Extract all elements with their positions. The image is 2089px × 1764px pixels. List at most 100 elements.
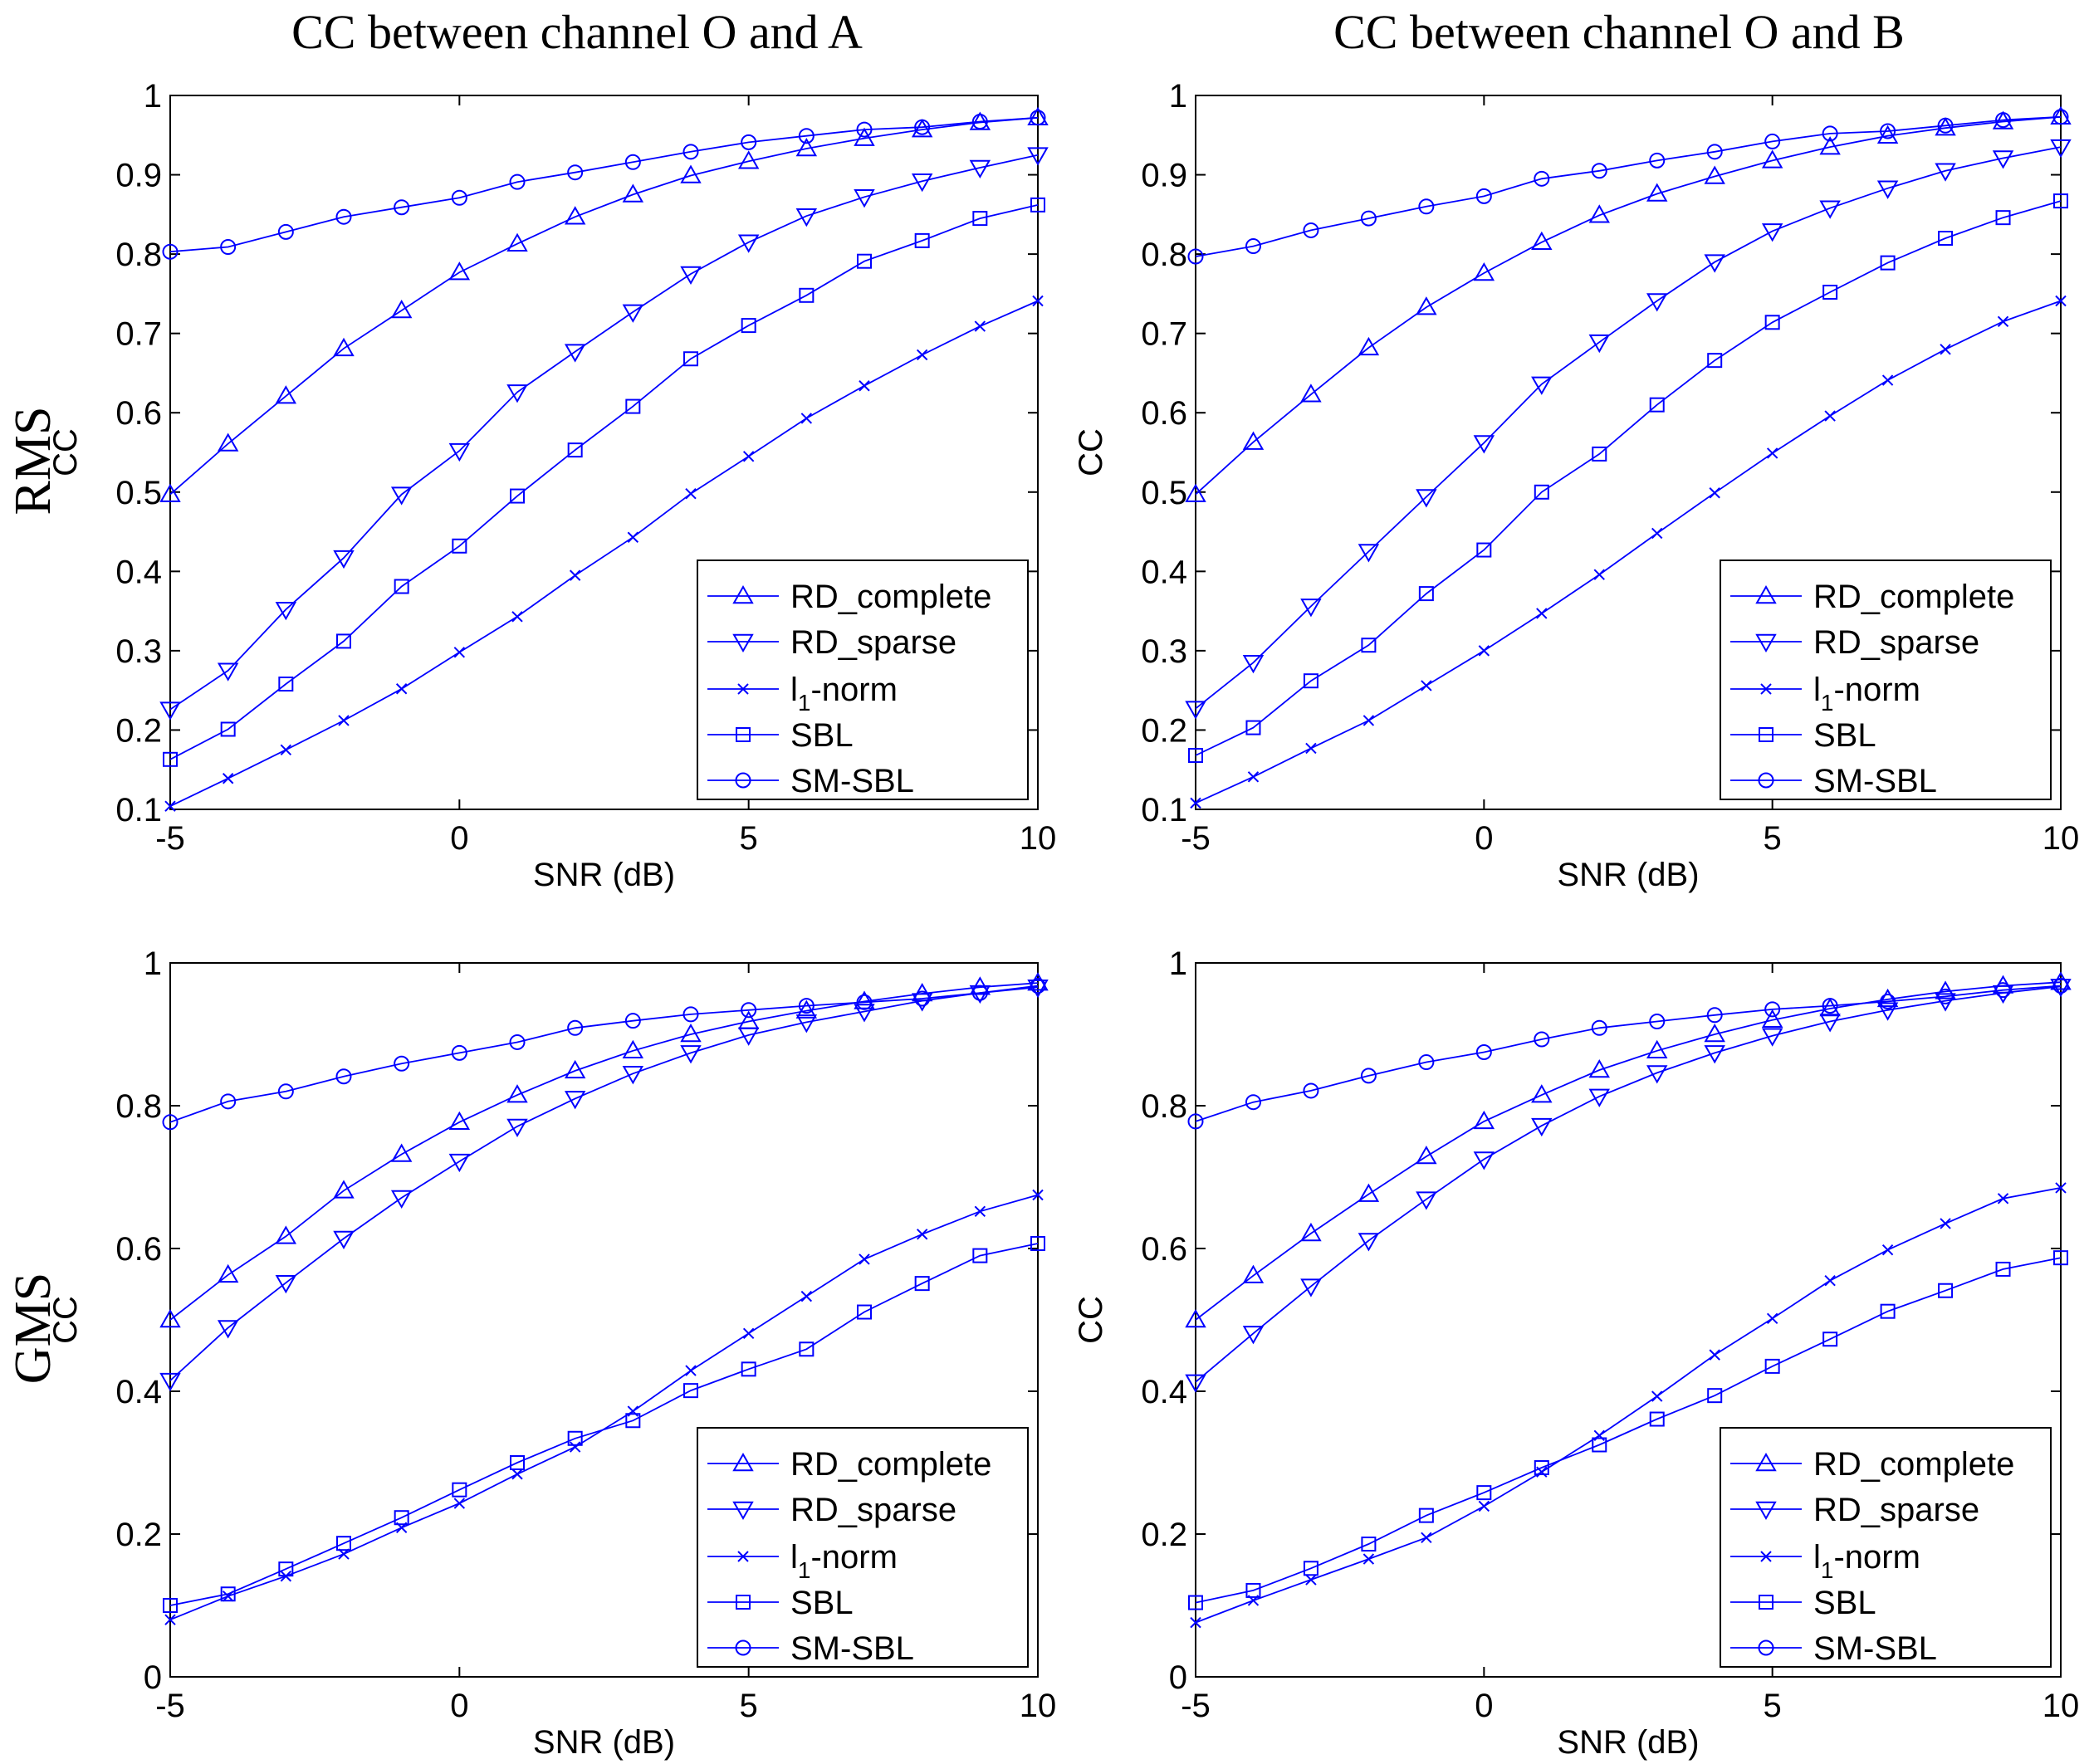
legend-swatch-marker <box>736 727 751 742</box>
data-point-marker <box>680 164 702 183</box>
data-point-marker <box>625 1413 641 1429</box>
data-point-marker <box>390 1190 413 1209</box>
data-point-marker <box>916 1229 928 1240</box>
data-point-marker <box>857 1304 872 1320</box>
legend-label-l1-subscript: 1 <box>1821 1557 1834 1583</box>
data-point-marker <box>737 1027 760 1046</box>
legend-swatch-marker <box>732 584 754 604</box>
data-point-marker <box>795 999 818 1019</box>
legend-swatch-marker <box>735 772 751 789</box>
y-tick-label: 1 <box>1169 946 1187 982</box>
legend-swatch-marker <box>1760 683 1772 695</box>
data-point-marker <box>742 1327 755 1340</box>
legend-label-rd-complete: RD_complete <box>1813 1446 2014 1483</box>
data-point-marker <box>624 154 641 170</box>
data-point-marker <box>1761 1009 1783 1029</box>
data-point-marker <box>1822 284 1838 300</box>
data-point-marker <box>1303 1561 1318 1576</box>
data-point-marker <box>564 344 586 363</box>
data-point-marker <box>799 1341 815 1357</box>
data-point-marker <box>1531 231 1553 251</box>
legend-label-l1-norm: l1-norm <box>1813 672 1920 716</box>
data-point-marker <box>795 208 818 227</box>
data-point-marker <box>1588 334 1610 354</box>
x-axis-label: SNR (dB) <box>533 857 675 893</box>
data-point-marker <box>1030 1235 1045 1251</box>
data-point-marker <box>511 1468 523 1480</box>
data-point-marker <box>1185 1308 1206 1328</box>
legend-label-sm-sbl: SM-SBL <box>1813 1630 1937 1667</box>
data-point-marker <box>1704 1023 1725 1043</box>
data-point-marker <box>506 232 528 252</box>
legend-label-sm-sbl: SM-SBL <box>790 763 914 799</box>
legend-label-l1-subscript: 1 <box>1821 690 1834 716</box>
data-point-marker <box>448 1111 471 1131</box>
data-point-marker <box>277 223 294 240</box>
data-point-marker <box>220 721 236 737</box>
series-line <box>169 986 1039 1381</box>
legend-swatch-marker <box>1755 1501 1777 1521</box>
data-point-marker <box>795 138 818 157</box>
data-point-marker <box>1819 200 1841 219</box>
data-point-marker <box>682 1006 699 1023</box>
legend-swatch-marker <box>1758 1639 1774 1656</box>
data-point-marker <box>971 985 988 1001</box>
data-point-marker <box>911 173 933 193</box>
data-point-marker <box>1303 673 1318 689</box>
y-tick-label: 1 <box>1169 78 1187 115</box>
data-point-marker <box>854 990 875 1009</box>
data-point-marker <box>1766 447 1778 459</box>
row-label-gms: GMS <box>5 1273 61 1384</box>
legend-swatch-marker <box>732 1452 754 1472</box>
data-point-marker <box>277 1083 294 1100</box>
data-point-marker <box>164 1614 176 1625</box>
data-point-marker <box>1819 998 1841 1017</box>
data-point-marker <box>972 211 988 227</box>
data-point-marker <box>567 442 583 458</box>
data-point-marker <box>1761 223 1783 242</box>
data-point-marker <box>163 1598 178 1613</box>
data-point-marker <box>333 1230 355 1249</box>
panel-rms-o-a: -5 0 5 10 0.1 0.2 0.3 0.4 0.5 0.6 0.7 0.8 0.9 1 SNR (d… <box>47 78 1056 893</box>
y-axis-label: CC <box>1073 428 1109 476</box>
data-point-marker <box>159 483 181 502</box>
data-point-marker <box>1187 1113 1204 1130</box>
data-point-marker <box>974 320 986 332</box>
data-point-marker <box>1362 1553 1375 1565</box>
data-point-marker <box>800 1290 813 1302</box>
data-point-marker <box>1881 1244 1894 1256</box>
legend-label-l1-suffix: -norm <box>1833 672 1920 708</box>
y-tick-label: 0.6 <box>115 395 162 432</box>
data-point-marker <box>1819 136 1841 155</box>
data-point-marker <box>1242 654 1265 674</box>
x-tick-label: -5 <box>155 820 185 857</box>
data-point-marker <box>680 1023 702 1043</box>
data-point-marker <box>1646 1065 1668 1084</box>
data-point-marker <box>911 119 933 138</box>
legend-swatch-marker <box>737 1551 749 1562</box>
data-point-marker <box>1473 1151 1495 1170</box>
data-point-marker <box>275 385 297 404</box>
x-axis-label: SNR (dB) <box>1557 857 1699 893</box>
x-axis-label: SNR (dB) <box>533 1724 675 1761</box>
series-line <box>169 154 1039 711</box>
data-point-marker <box>1531 1084 1553 1103</box>
data-point-marker <box>390 486 413 506</box>
data-point-marker <box>335 1068 352 1085</box>
y-tick-label: 0.4 <box>115 1374 162 1410</box>
data-point-marker <box>159 1308 181 1328</box>
data-point-marker <box>1300 384 1322 403</box>
data-point-marker <box>1649 1411 1665 1427</box>
data-point-marker <box>394 1055 410 1072</box>
legend-swatch-marker <box>1758 772 1774 789</box>
data-point-marker <box>335 208 352 225</box>
data-point-marker <box>624 1013 641 1029</box>
x-tick-label: 10 <box>1020 820 1057 857</box>
data-point-marker <box>916 349 928 361</box>
data-point-marker <box>1995 112 2012 129</box>
legend-label-l1-suffix: -norm <box>1833 1539 1920 1576</box>
data-point-marker <box>338 715 350 726</box>
legend-box <box>697 1427 1029 1668</box>
legend-label-l1-prefix: l <box>1813 672 1821 708</box>
